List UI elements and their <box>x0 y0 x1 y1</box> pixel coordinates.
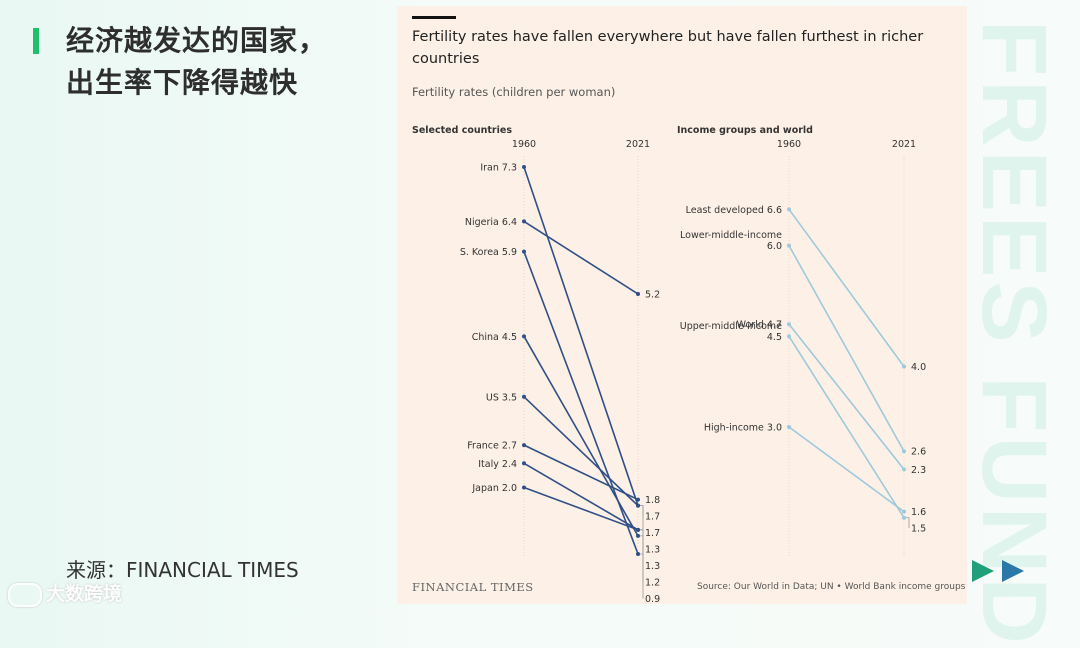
chart-panel: Fertility rates have fallen everywhere b… <box>397 6 967 604</box>
data-label-1960: US 3.5 <box>486 392 517 403</box>
data-label-1960: Italy 2.4 <box>478 459 517 470</box>
page-title: 经济越发达的国家， 出生率下降得越快 <box>66 20 386 104</box>
accent-bar <box>33 28 39 54</box>
data-label-2021: 2.6 <box>911 447 926 458</box>
label-connector <box>640 553 644 599</box>
data-label-2021: 0.9 <box>645 594 660 604</box>
data-point <box>902 364 906 369</box>
data-label-1960: High-income 3.0 <box>704 423 782 434</box>
label-connector <box>640 529 644 566</box>
data-point <box>902 467 906 472</box>
data-point <box>636 527 640 532</box>
label-connector <box>640 505 644 533</box>
watermark-text: 大数跨境 <box>46 583 123 605</box>
data-point <box>787 425 791 430</box>
label-connector <box>906 517 910 529</box>
data-label-1960: Nigeria 6.4 <box>465 217 517 228</box>
series-line <box>523 486 639 531</box>
data-label-2021: 5.2 <box>645 289 660 300</box>
data-point <box>787 207 791 212</box>
data-point <box>522 334 526 339</box>
play-green-icon <box>972 560 994 582</box>
data-point <box>636 503 640 508</box>
data-point <box>787 243 791 248</box>
series-line <box>523 396 639 507</box>
series-line <box>788 245 905 452</box>
data-label-1960: Japan 2.0 <box>471 483 517 494</box>
data-label-2021: 1.3 <box>645 561 660 572</box>
data-point <box>787 322 791 327</box>
x-tick-label: 2021 <box>892 139 916 150</box>
slope-chart: 1960 2021 Iran 7.3 Nigeria 6.4 S. Korea 5.9 C… <box>460 139 926 604</box>
headline-line-2: 出生率下降得越快 <box>66 66 299 99</box>
side-watermark-text: FREES FUND <box>963 20 1065 648</box>
data-point <box>636 291 640 296</box>
slide: 经济越发达的国家， 出生率下降得越快 来源：FINANCIAL TIMES 大数… <box>8 0 1076 648</box>
data-point <box>636 497 640 502</box>
data-label-1960: 6.0 <box>767 241 782 252</box>
data-point <box>636 533 640 538</box>
source-caption: 来源：FINANCIAL TIMES <box>66 558 299 582</box>
data-label-1960: China 4.5 <box>472 332 517 343</box>
series-line <box>523 462 639 531</box>
play-blue-icon <box>1002 560 1024 582</box>
x-tick-label: 1960 <box>777 139 801 150</box>
series-line <box>788 208 905 368</box>
left-panel-title: Selected countries <box>412 125 512 136</box>
data-label-1960: 4.5 <box>767 332 782 343</box>
data-label-1960: Least developed 6.6 <box>686 205 782 216</box>
label-connector <box>640 505 644 517</box>
watermark: 大数跨境 <box>8 579 122 607</box>
data-label-1960: S. Korea 5.9 <box>460 247 517 258</box>
x-tick-label: 1960 <box>512 139 536 150</box>
data-label-1960: Iran 7.3 <box>480 163 517 174</box>
series-line <box>523 444 639 501</box>
data-point <box>636 552 640 556</box>
data-label-1960: World 4.7 <box>737 320 782 331</box>
data-point <box>522 219 526 224</box>
data-point <box>522 485 526 490</box>
label-connector <box>640 535 644 583</box>
data-label-2021: 1.3 <box>645 545 660 556</box>
chart-subtitle: Fertility rates (children per woman) <box>412 85 616 99</box>
ft-accent-bar <box>412 16 456 19</box>
ft-logo: FINANCIAL TIMES <box>412 580 534 594</box>
data-point <box>902 515 906 520</box>
series-line <box>523 335 639 537</box>
data-label-2021: 2.3 <box>911 465 926 476</box>
chart-footnote: Source: Our World in Data; UN • World Ba… <box>697 582 966 592</box>
data-point <box>902 509 906 514</box>
data-label-1960: Lower-middle-income <box>680 230 782 241</box>
data-label-1960: France 2.7 <box>467 441 517 452</box>
watermark-logo-icon <box>8 582 42 607</box>
right-panel-title: Income groups and world <box>677 125 813 136</box>
data-point <box>522 461 526 466</box>
data-label-2021: 1.7 <box>645 512 660 523</box>
data-label-1960: Upper-middle-income <box>680 321 782 332</box>
play-icons <box>972 560 1024 582</box>
series-line <box>788 323 905 470</box>
data-label-2021: 4.0 <box>911 362 926 373</box>
series-line <box>788 335 905 519</box>
data-point <box>522 443 526 448</box>
data-label-2021: 1.7 <box>645 528 660 539</box>
series-line <box>523 166 639 506</box>
side-watermark: FREES FUND <box>963 0 1076 648</box>
series-line <box>523 220 639 295</box>
data-point <box>787 334 791 339</box>
data-point <box>522 394 526 399</box>
data-point <box>902 449 906 454</box>
x-tick-label: 2021 <box>626 139 650 150</box>
data-label-2021: 1.2 <box>645 578 660 589</box>
data-point <box>522 249 526 254</box>
chart-title: Fertility rates have fallen everywhere b… <box>412 29 924 67</box>
data-label-2021: 1.8 <box>645 495 660 506</box>
headline-line-1: 经济越发达的国家， <box>66 24 328 57</box>
data-point <box>522 165 526 169</box>
label-connector <box>640 529 644 550</box>
data-label-2021: 1.6 <box>911 507 926 518</box>
series-line <box>788 426 905 513</box>
data-label-2021: 1.5 <box>911 524 926 535</box>
